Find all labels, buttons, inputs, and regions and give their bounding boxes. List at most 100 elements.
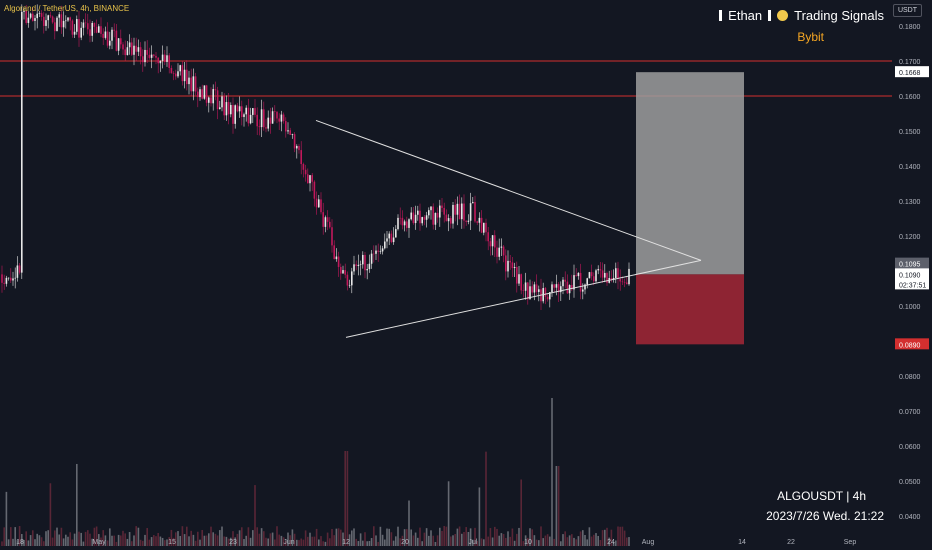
candle-body	[245, 107, 247, 115]
candle-body	[505, 255, 507, 272]
volume-bar	[337, 528, 340, 546]
candle-body	[590, 272, 593, 277]
volume-bar	[95, 526, 98, 546]
volume-bar	[621, 526, 624, 546]
volume-bar	[436, 535, 439, 546]
candle-body	[117, 38, 120, 51]
candle-body	[25, 10, 27, 23]
candle-body	[144, 49, 146, 63]
candle-body	[60, 14, 63, 28]
candle-body	[256, 114, 258, 127]
volume-bar	[513, 540, 516, 546]
candle-body	[623, 281, 626, 283]
candle-body	[456, 203, 459, 215]
candle-body	[511, 262, 514, 269]
volume-bar	[21, 534, 23, 546]
volume-bar	[146, 528, 148, 546]
volume-bar	[355, 538, 357, 546]
price-label-bg	[895, 278, 929, 290]
candle-body	[384, 241, 386, 249]
candle-body	[489, 241, 492, 247]
volume-bar	[36, 533, 38, 546]
candle-body	[296, 145, 298, 149]
volume-bar	[232, 531, 234, 546]
volume-bar	[538, 540, 540, 546]
axis-unit-button[interactable]: USDT	[892, 4, 922, 17]
volume-bar	[549, 536, 551, 546]
x-tick-label: 20	[401, 539, 409, 546]
candle-body	[183, 69, 186, 82]
candle-body	[232, 105, 234, 124]
volume-bar	[258, 533, 261, 546]
candle-body	[617, 268, 619, 279]
price-label-bg	[895, 338, 929, 350]
volume-bar	[373, 526, 375, 546]
candle-body	[304, 169, 307, 175]
volume-bar	[109, 528, 111, 546]
y-tick-label: 0.1800	[899, 24, 921, 31]
volume-bar	[403, 529, 406, 546]
candle-body	[80, 27, 82, 38]
y-tick-label: 0.1500	[899, 129, 921, 136]
volume-bar	[254, 485, 256, 546]
candle-body	[249, 114, 252, 124]
volume-bar	[447, 481, 450, 546]
volume-bar	[219, 530, 221, 546]
candle-body	[333, 245, 335, 260]
volume-bar	[419, 527, 421, 546]
volume-bar	[377, 541, 379, 546]
volume-bar	[164, 540, 166, 546]
candle-body	[408, 219, 410, 228]
candle-body	[593, 276, 595, 282]
candle-body	[513, 267, 516, 269]
x-tick-label: 23	[229, 539, 237, 546]
volume-bar	[529, 528, 531, 546]
candle-body	[221, 96, 223, 108]
y-tick-label: 0.0500	[899, 479, 921, 486]
candle-body	[381, 248, 384, 252]
candle-body	[302, 164, 305, 170]
volume-bar	[144, 534, 146, 546]
volume-bar	[278, 534, 280, 546]
price-label-text: 0.1090	[899, 272, 921, 279]
candle-body	[282, 114, 285, 122]
candle-body	[584, 284, 586, 290]
volume-bar	[38, 535, 41, 546]
candle-body	[386, 238, 388, 242]
x-axis[interactable]: 18 May 15 23 Jun 12 20 Jul 10 24 Aug 14 22 Sep	[16, 539, 856, 546]
volume-bar	[617, 526, 619, 546]
volume-bar	[390, 532, 393, 546]
candle-body	[216, 90, 219, 110]
x-tick-label: Sep	[844, 539, 857, 546]
resistance-lines	[0, 60, 892, 97]
volume-bar	[241, 527, 243, 546]
volume-bar	[293, 533, 296, 546]
volume-bar	[351, 530, 353, 546]
volume-bar	[329, 538, 331, 546]
volume-bar	[412, 535, 415, 546]
volume-bar	[430, 530, 432, 546]
volume-bar	[344, 451, 346, 546]
candle-body	[443, 207, 445, 215]
volume-bar	[276, 526, 278, 546]
candle-body	[535, 284, 538, 292]
volume-bar	[379, 526, 382, 546]
volume-bar	[271, 532, 274, 546]
candle-body	[150, 54, 153, 58]
candle-body	[509, 260, 511, 263]
candle-body	[395, 229, 397, 238]
volume-bar	[93, 527, 96, 546]
candle-body	[113, 29, 115, 31]
volume-bar	[610, 529, 613, 546]
volume-bar	[106, 540, 109, 546]
candle-body	[203, 85, 206, 99]
price-label-text: 0.1668	[899, 70, 921, 77]
candle-body	[12, 278, 14, 281]
volume-bar	[333, 535, 335, 546]
volume-bar	[113, 535, 115, 546]
x-tick-label: 24	[607, 539, 615, 546]
stop-zone	[636, 274, 744, 345]
candle-body	[348, 285, 351, 286]
candle-body	[49, 15, 52, 17]
